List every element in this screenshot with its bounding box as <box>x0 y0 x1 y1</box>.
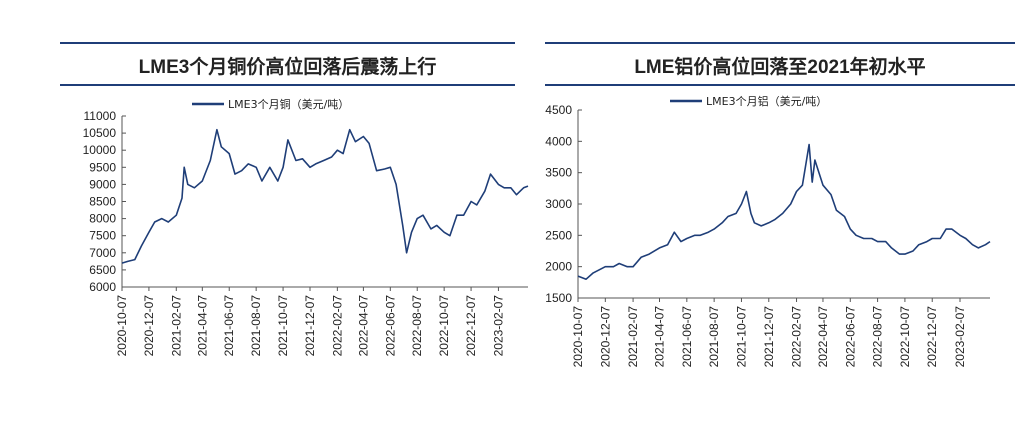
copper-y-tick-label: 10000 <box>83 143 117 157</box>
aluminium-y-tick-label: 2000 <box>545 260 572 274</box>
copper-x-tick-label: 2022-04-07 <box>356 295 370 357</box>
copper-series-line <box>121 128 529 264</box>
aluminium-x-tick-label: 2020-12-07 <box>598 306 612 368</box>
aluminium-line-chart: 1500 2000 2500 3000 3500 4000 4500 2020-10-07 20… <box>545 94 991 368</box>
copper-x-tick-label: 2021-08-07 <box>249 295 263 357</box>
copper-y-tick-label: 8500 <box>89 195 116 209</box>
aluminium-series-line <box>577 143 991 280</box>
aluminium-x-tick-label: 2022-12-07 <box>925 306 939 368</box>
copper-y-tick-label: 11000 <box>84 109 117 123</box>
copper-chart-title: LME3个月铜价高位回落后震荡上行 <box>138 57 437 78</box>
copper-x-tick-label: 2022-02-07 <box>330 295 344 357</box>
aluminium-chart-title: LME铝价高位回落至2021年初水平 <box>634 57 926 78</box>
copper-x-tick-label: 2022-12-07 <box>464 295 478 357</box>
copper-title-rule-bottom <box>60 84 515 86</box>
aluminium-x-tick-label: 2021-02-07 <box>626 306 640 368</box>
aluminium-x-tick-label: 2021-04-07 <box>653 306 667 368</box>
aluminium-x-tick-label: 2020-10-07 <box>571 306 585 368</box>
aluminium-x-tick-label: 2021-08-07 <box>707 306 721 368</box>
copper-line-chart: 6000 6500 7000 7500 8000 8500 9000 9500 10000 105… <box>83 97 529 357</box>
copper-x-tick-label: 2022-10-07 <box>437 295 451 357</box>
aluminium-x-tick-label: 2022-10-07 <box>898 306 912 368</box>
aluminium-title-rule-bottom <box>545 84 1015 86</box>
copper-x-tick-label: 2022-06-07 <box>383 295 397 357</box>
copper-x-tick-label: 2021-06-07 <box>222 295 236 357</box>
copper-y-tick-label: 8000 <box>89 212 116 226</box>
copper-y-tick-label: 6000 <box>89 280 116 294</box>
copper-y-tick-label: 7000 <box>89 246 116 260</box>
copper-x-tick-label: 2020-10-07 <box>115 295 129 357</box>
copper-x-tick-label: 2021-04-07 <box>195 295 209 357</box>
copper-title-rule-top <box>60 42 515 44</box>
copper-y-tick-label: 7500 <box>89 229 116 243</box>
copper-y-tick-label: 9000 <box>89 177 116 191</box>
copper-y-tick-label: 6500 <box>89 263 116 277</box>
aluminium-y-tick-label: 4500 <box>545 103 572 117</box>
copper-x-tick-label: 2021-02-07 <box>169 295 183 357</box>
aluminium-x-tick-label: 2021-12-07 <box>762 306 776 368</box>
aluminium-y-tick-label: 4000 <box>545 134 572 148</box>
aluminium-x-tick-label: 2022-04-07 <box>816 306 830 368</box>
aluminium-x-tick-label: 2021-10-07 <box>734 306 748 368</box>
copper-x-tick-label: 2023-02-07 <box>491 295 505 357</box>
aluminium-y-tick-label: 1500 <box>545 291 572 305</box>
aluminium-x-tick-label: 2022-02-07 <box>790 306 804 368</box>
aluminium-legend-label: LME3个月铝（美元/吨） <box>706 94 827 108</box>
copper-legend-label: LME3个月铜（美元/吨） <box>228 97 349 111</box>
aluminium-title-rule-top <box>545 42 1015 44</box>
copper-x-tick-label: 2022-08-07 <box>410 295 424 357</box>
copper-x-tick-label: 2020-12-07 <box>142 295 156 357</box>
aluminium-y-tick-label: 3000 <box>545 197 572 211</box>
aluminium-x-tick-label: 2021-06-07 <box>680 306 694 368</box>
copper-y-tick-label: 10500 <box>83 126 117 140</box>
aluminium-x-tick-label: 2022-08-07 <box>871 306 885 368</box>
aluminium-chart-panel: LME铝价高位回落至2021年初水平 1500 2000 2500 3000 3500 4… <box>520 0 1020 427</box>
aluminium-x-tick-label: 2022-06-07 <box>843 306 857 368</box>
copper-y-tick-label: 9500 <box>89 160 116 174</box>
copper-chart-panel: LME3个月铜价高位回落后震荡上行 6000 6500 7000 7500 8000 85… <box>60 42 529 357</box>
aluminium-y-tick-label: 2500 <box>545 228 572 242</box>
copper-x-tick-label: 2021-10-07 <box>276 295 290 357</box>
aluminium-x-tick-label: 2023-02-07 <box>953 306 967 368</box>
aluminium-y-tick-label: 3500 <box>545 166 572 180</box>
copper-x-tick-label: 2021-12-07 <box>303 295 317 357</box>
